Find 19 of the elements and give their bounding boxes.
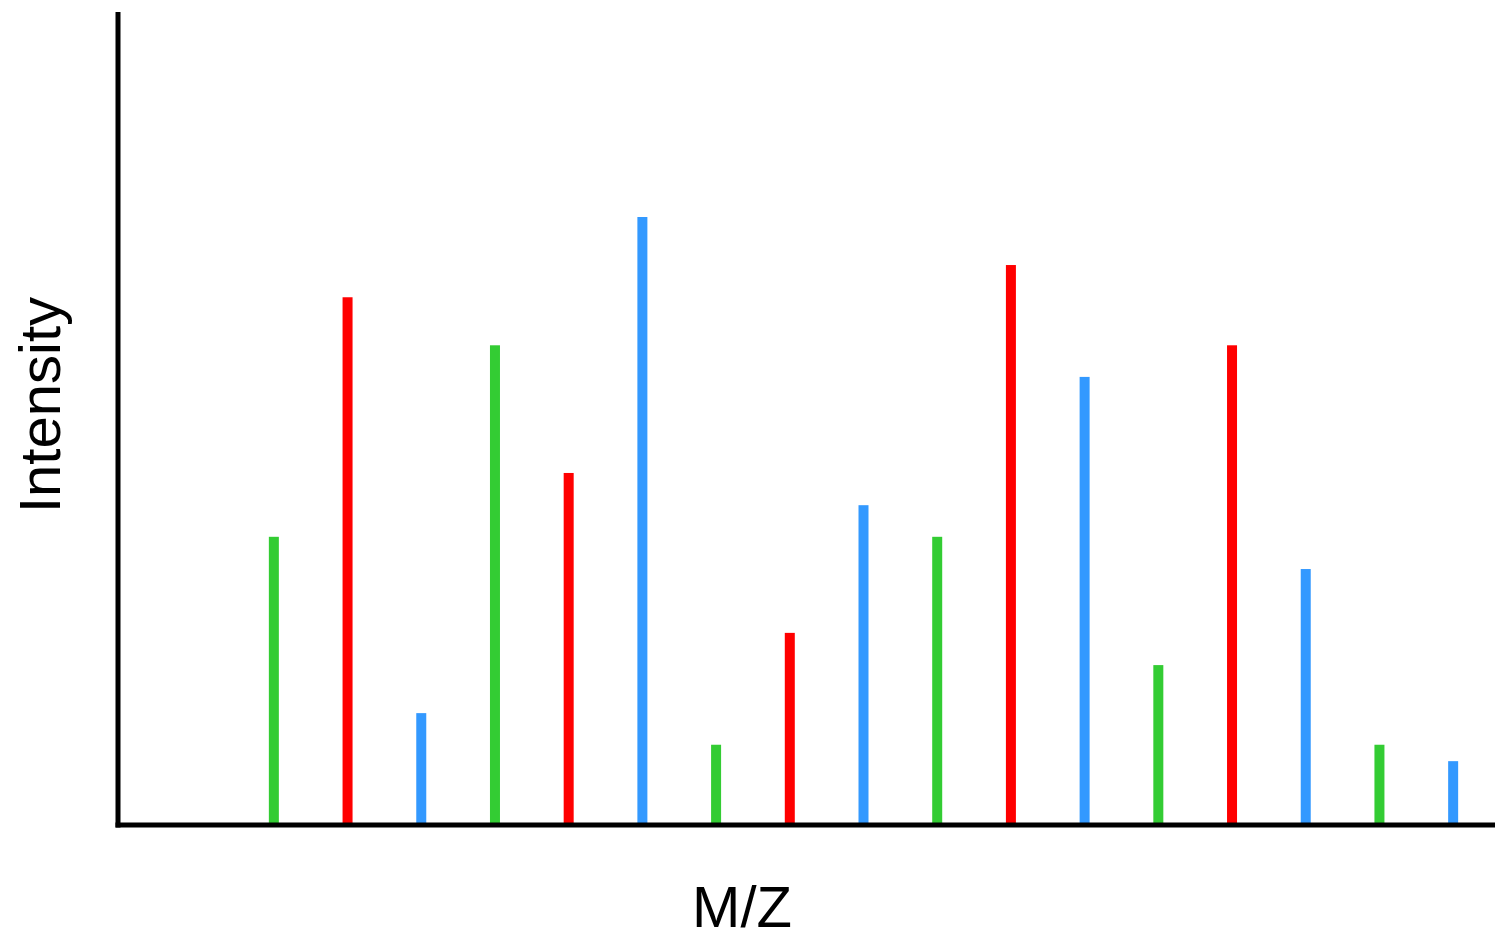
bar (1005, 265, 1016, 825)
bar (563, 472, 574, 825)
bar (416, 713, 427, 825)
bar (784, 632, 795, 825)
bar (932, 536, 943, 825)
bar (342, 297, 353, 825)
bar (1227, 345, 1238, 825)
bar (858, 505, 869, 825)
bar (1079, 376, 1090, 825)
bar (489, 345, 500, 825)
bar (1300, 569, 1311, 825)
bar (1448, 761, 1459, 825)
bar (711, 744, 722, 825)
bar (1153, 665, 1164, 825)
bar (637, 217, 648, 825)
x-axis-title: M/Z (692, 874, 792, 932)
bar (1374, 744, 1385, 825)
y-axis-title: Intensity (7, 297, 72, 513)
bar (268, 536, 279, 825)
